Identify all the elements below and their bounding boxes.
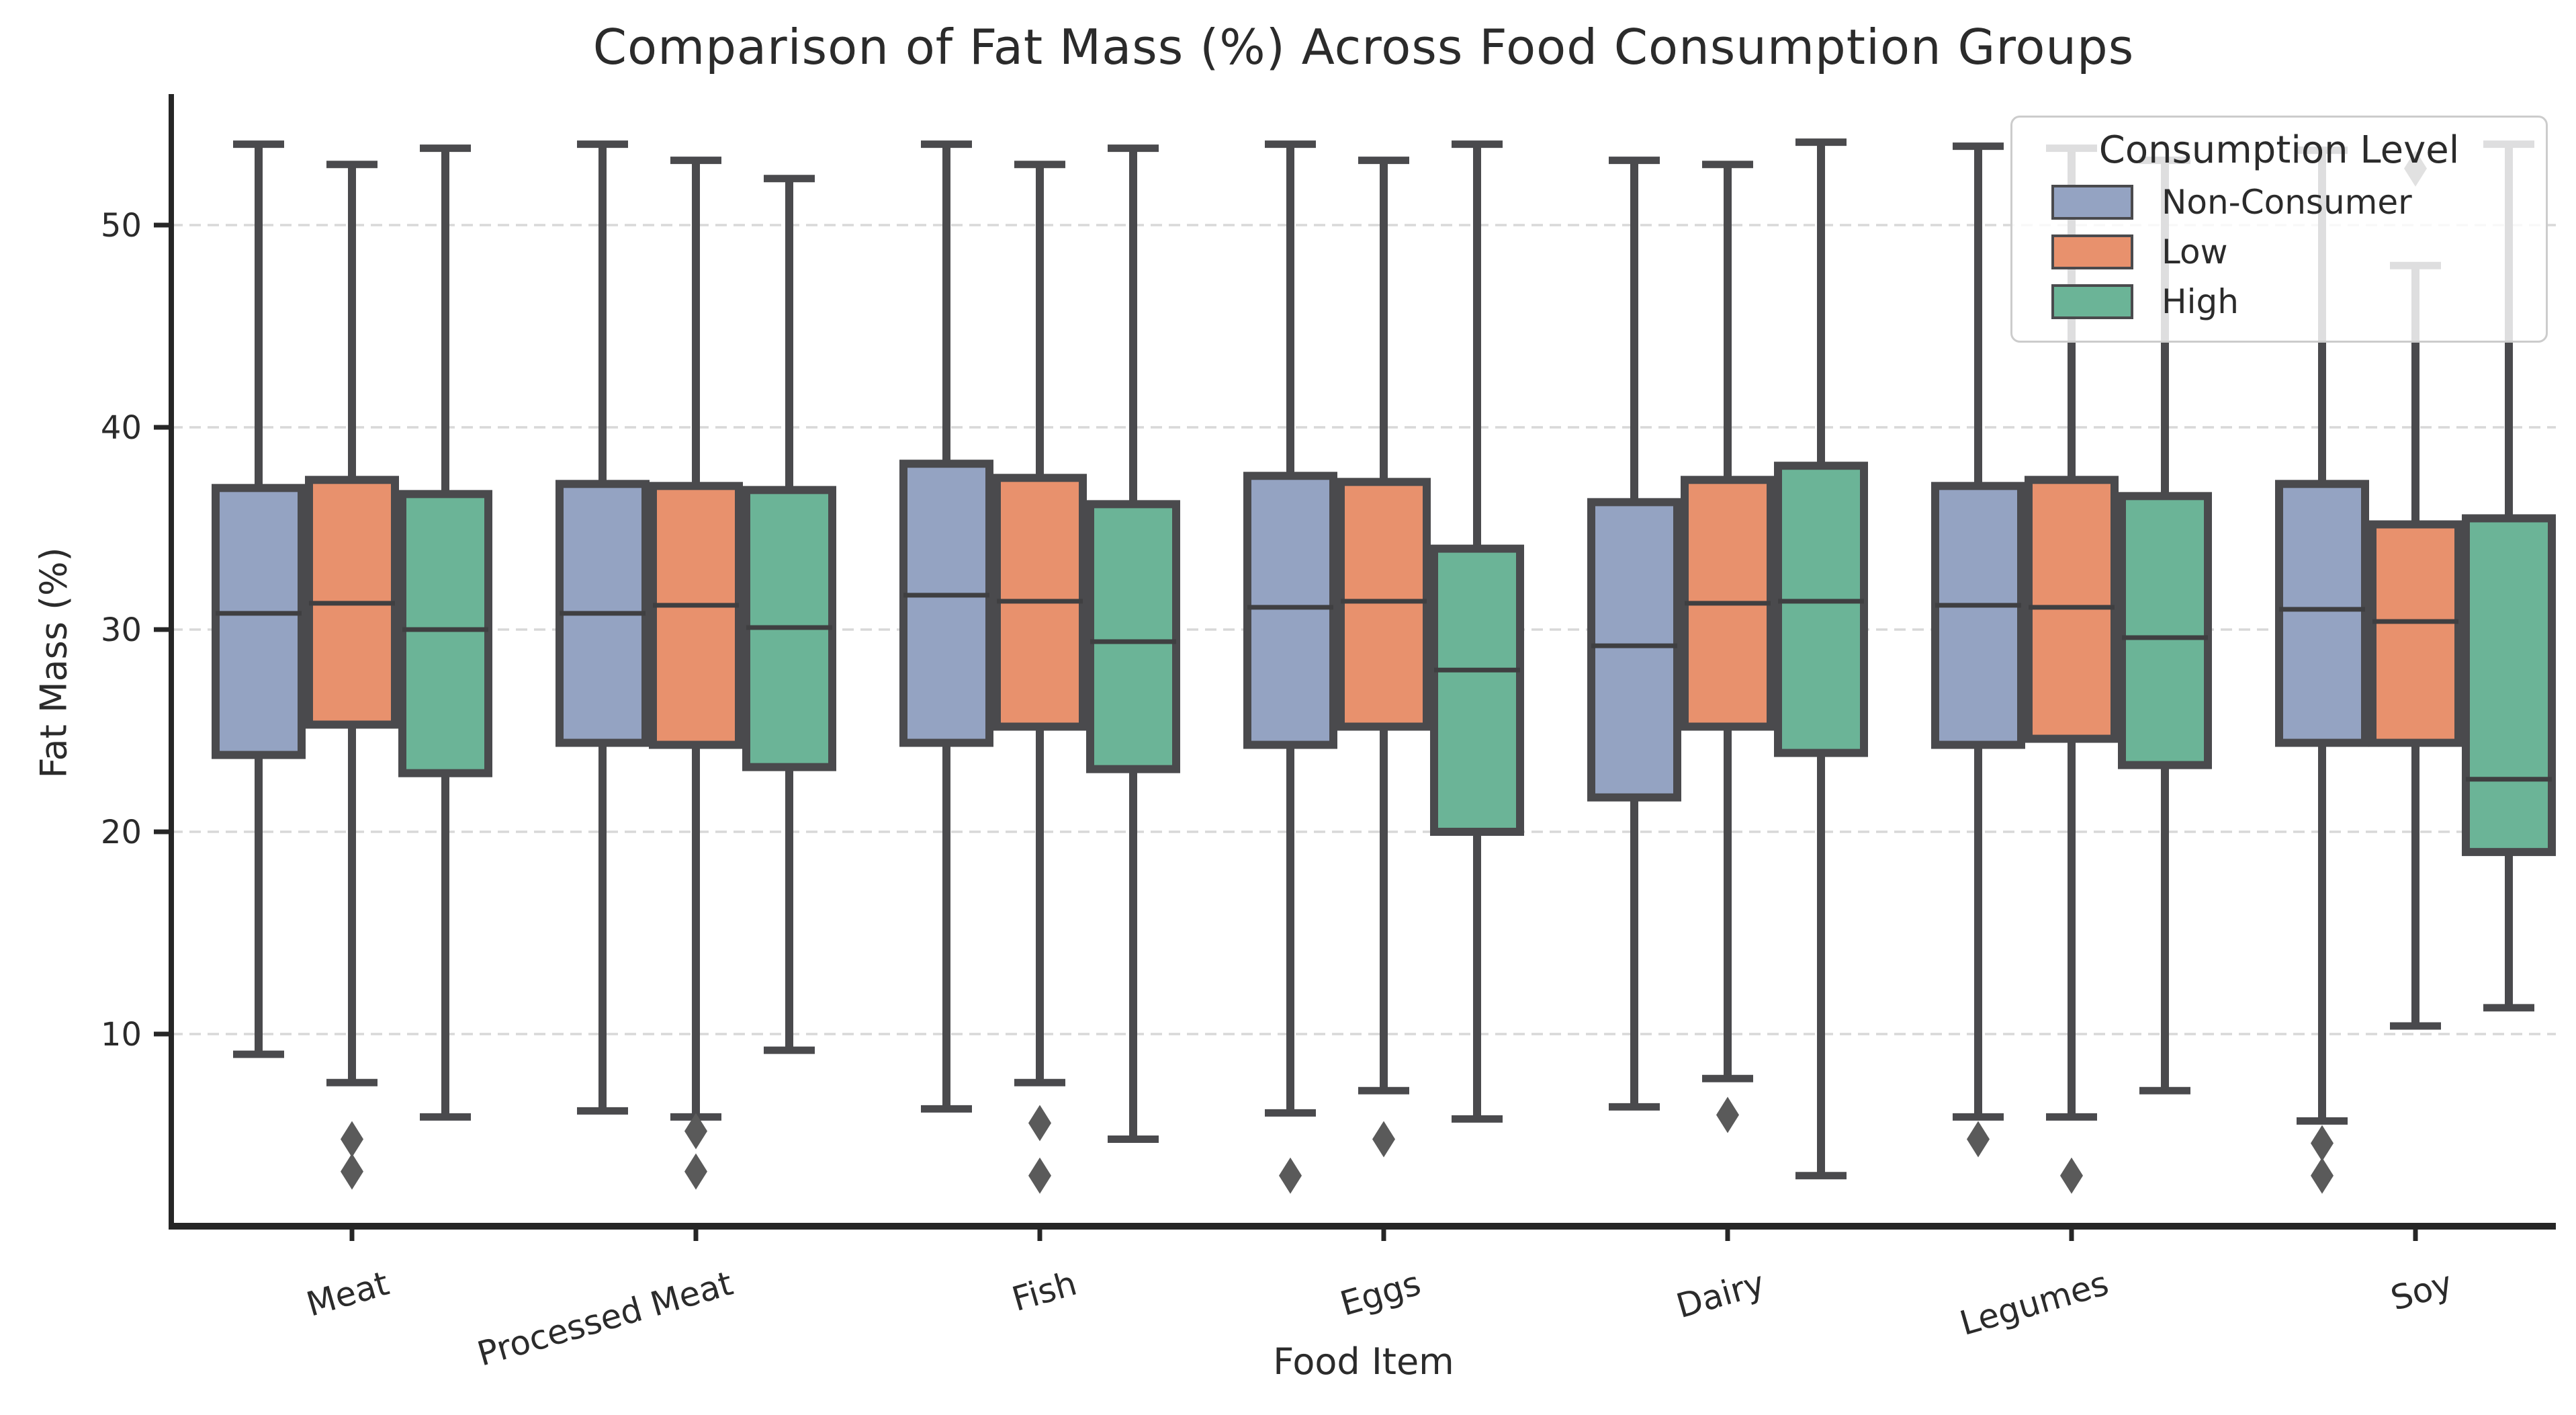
box-soy-low — [2368, 520, 2462, 747]
x-tick-label-dairy: Dairy — [1672, 1264, 1769, 1326]
x-tick-label-fish: Fish — [1008, 1264, 1081, 1319]
box-eggs-high — [1430, 544, 1524, 836]
box-processed-meat-low-outlier — [684, 1113, 707, 1150]
box-legumes-low-outlier — [2060, 1157, 2083, 1194]
box-eggs-non-consumer-outlier — [1279, 1157, 1302, 1194]
box-soy-non-consumer-outlier — [2311, 1157, 2334, 1194]
box-eggs-non-consumer — [1243, 472, 1337, 749]
legend-item-high: High — [2051, 282, 2546, 321]
box-meat-non-consumer — [212, 484, 306, 759]
legend-swatch-non-consumer — [2051, 185, 2133, 220]
box-meat-high — [398, 490, 492, 777]
legend: Consumption Level Non-Consumer Low High — [2010, 116, 2548, 343]
x-tick-label-meat: Meat — [302, 1264, 393, 1324]
box-processed-meat-low-outlier — [684, 1153, 707, 1190]
box-dairy-non-consumer — [1587, 498, 1681, 802]
legend-item-non-consumer: Non-Consumer — [2051, 183, 2546, 222]
box-legumes-non-consumer-outlier — [1967, 1121, 1990, 1158]
box-fish-low-outlier — [1028, 1105, 1051, 1142]
box-meat-low-outlier — [341, 1153, 363, 1190]
legend-label: Non-Consumer — [2162, 183, 2412, 222]
box-soy-non-consumer — [2275, 480, 2369, 747]
chart-title: Comparison of Fat Mass (%) Across Food C… — [592, 19, 2135, 75]
box-eggs-low — [1337, 478, 1431, 731]
legend-label: High — [2162, 282, 2239, 321]
y-tick-label: 50 — [101, 207, 142, 245]
box-fish-non-consumer — [899, 460, 993, 747]
x-axis-label: Food Item — [1273, 1340, 1454, 1383]
box-eggs-low-outlier — [1372, 1121, 1395, 1158]
box-dairy-high — [1774, 462, 1868, 757]
y-axis-label: Fat Mass (%) — [32, 547, 75, 779]
box-fish-high — [1086, 500, 1180, 773]
x-tick-label-soy: Soy — [2387, 1264, 2456, 1318]
box-processed-meat-low — [649, 482, 743, 749]
legend-label: Low — [2162, 232, 2228, 271]
legend-title: Consumption Level — [2098, 128, 2460, 172]
box-fish-low-outlier — [1028, 1157, 1051, 1194]
box-soy-high — [2462, 514, 2556, 857]
legend-item-low: Low — [2051, 232, 2546, 271]
y-tick-label: 20 — [101, 814, 142, 851]
x-tick-label-legumes: Legumes — [1955, 1264, 2113, 1343]
box-dairy-low-outlier — [1716, 1097, 1739, 1133]
box-legumes-non-consumer — [1931, 482, 2025, 749]
y-tick-label: 10 — [101, 1016, 142, 1054]
box-soy-non-consumer-outlier — [2311, 1125, 2334, 1162]
box-meat-low-outlier — [341, 1121, 363, 1158]
y-tick-label: 40 — [101, 409, 142, 447]
legend-swatch-high — [2051, 284, 2133, 319]
box-legumes-high — [2118, 492, 2212, 769]
y-tick-label: 30 — [101, 611, 142, 649]
x-tick-label-eggs: Eggs — [1336, 1264, 1425, 1324]
legend-swatch-low — [2051, 234, 2133, 269]
